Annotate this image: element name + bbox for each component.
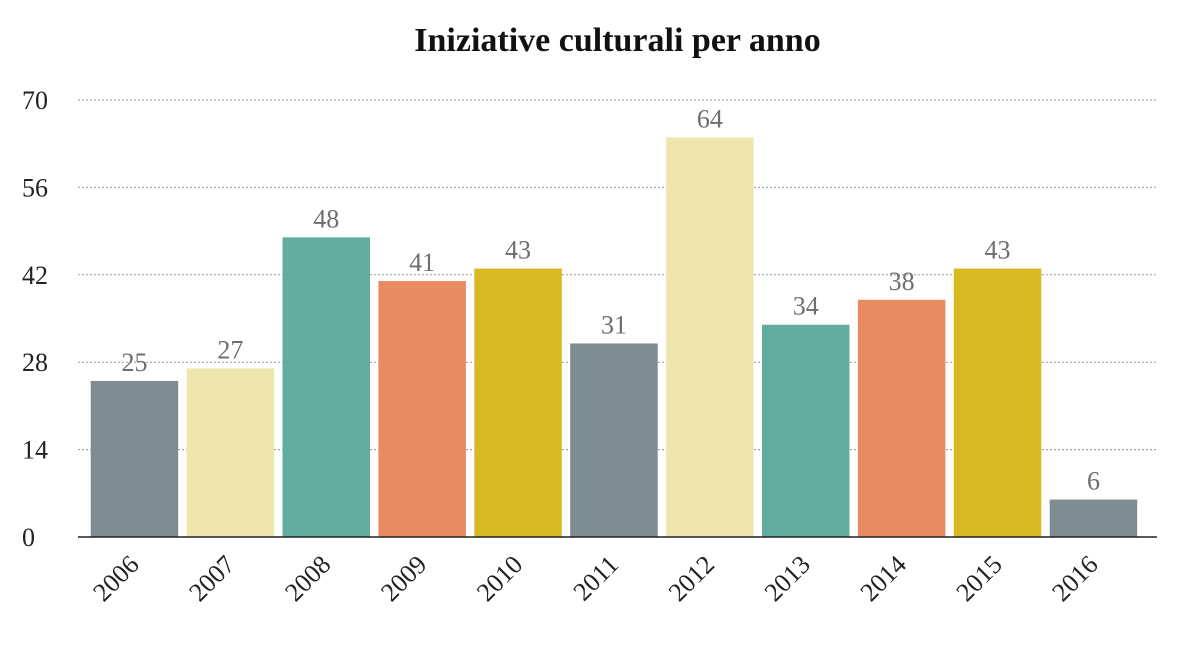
x-tick-label: 2009 [375, 550, 432, 607]
x-tick-label: 2006 [87, 550, 144, 607]
value-label: 38 [889, 267, 915, 296]
bar [762, 324, 850, 537]
value-labels: 25 27 48 41 43 31 64 34 38 43 6 [121, 104, 1099, 495]
y-tick-label: 14 [22, 436, 48, 465]
x-tick-label: 2014 [855, 550, 912, 607]
bar [378, 281, 466, 537]
y-tick-label: 28 [22, 348, 48, 377]
value-label: 27 [217, 335, 243, 364]
x-tick-label: 2007 [183, 550, 240, 607]
y-tick-label: 0 [22, 523, 35, 552]
y-axis-ticks: 0 14 28 42 56 70 [22, 86, 48, 552]
bar [666, 137, 754, 537]
x-tick-label: 2008 [279, 550, 336, 607]
x-axis-ticks: 2006 2007 2008 2009 2010 2011 2012 2013 2014 2015… [87, 550, 1103, 607]
bar [186, 368, 275, 537]
x-tick-label: 2012 [663, 550, 720, 607]
value-label: 6 [1087, 467, 1100, 496]
value-label: 43 [985, 236, 1011, 265]
y-tick-label: 70 [22, 86, 48, 115]
y-tick-label: 56 [22, 173, 48, 202]
chart-title: Iniziative culturali per anno [414, 22, 821, 59]
bar [953, 268, 1042, 537]
bar [90, 380, 179, 537]
value-label: 64 [697, 104, 723, 133]
value-label: 25 [121, 348, 147, 377]
bars [90, 137, 1138, 538]
value-label: 48 [313, 204, 339, 233]
x-tick-label: 2010 [471, 550, 528, 607]
x-tick-label: 2015 [951, 550, 1008, 607]
x-tick-label: 2016 [1046, 550, 1103, 607]
x-tick-label: 2011 [568, 550, 625, 607]
bar [1049, 499, 1138, 537]
bar [570, 343, 658, 537]
y-tick-label: 42 [22, 261, 48, 290]
value-label: 31 [601, 310, 627, 339]
bar [474, 268, 562, 537]
x-tick-label: 2013 [759, 550, 816, 607]
bar [282, 237, 370, 538]
value-label: 41 [409, 248, 435, 277]
value-label: 34 [793, 292, 819, 321]
value-label: 43 [505, 236, 531, 265]
bar [857, 299, 946, 537]
